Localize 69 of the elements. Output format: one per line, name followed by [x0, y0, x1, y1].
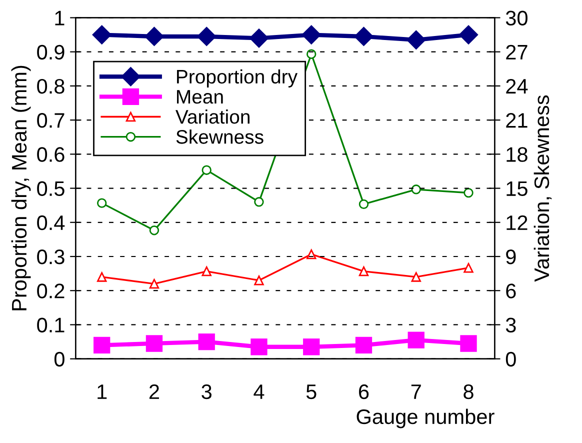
- point: [254, 276, 264, 286]
- legend-label: Mean: [177, 90, 223, 104]
- point: [202, 165, 212, 175]
- y-tick-label: 0.3: [37, 250, 64, 264]
- point: [358, 199, 369, 210]
- y2-tick-label: 3: [506, 318, 516, 332]
- point: [411, 184, 421, 194]
- point: [354, 26, 374, 46]
- y-tick-label: 0.5: [37, 181, 64, 196]
- y2-tick-label: 0: [506, 352, 516, 367]
- point: [92, 25, 112, 44]
- point: [198, 333, 215, 350]
- x-tick-label: 5: [306, 384, 316, 400]
- point: [460, 335, 477, 352]
- point: [408, 332, 424, 348]
- x-axis-title: Gauge number: [356, 408, 494, 428]
- legend-label: Skewness: [176, 130, 264, 144]
- point: [149, 278, 160, 289]
- y2-tick-label: 6: [506, 284, 516, 298]
- legend-label: Variation: [176, 109, 250, 124]
- x-tick-label: 1: [98, 384, 107, 399]
- point: [302, 25, 321, 44]
- point: [358, 266, 369, 276]
- y-tick-label: 0.4: [37, 215, 65, 230]
- point: [250, 338, 268, 356]
- point: [464, 263, 474, 273]
- point: [146, 335, 163, 352]
- point: [306, 249, 316, 260]
- point: [249, 28, 269, 48]
- y2-tick-label: 21: [506, 113, 528, 128]
- y2-tick-label: 27: [506, 44, 528, 60]
- y-tick-label: 0: [54, 352, 64, 367]
- point: [464, 188, 474, 198]
- point: [254, 197, 264, 207]
- point: [149, 225, 160, 236]
- y-axis-title: Proportion dry, Mean (mm): [11, 66, 31, 310]
- x-tick-label: 2: [149, 384, 159, 399]
- y-tick-label: 0.8: [37, 78, 64, 94]
- y-tick-label: 0.2: [37, 284, 64, 298]
- point: [197, 26, 216, 46]
- legend-label: Proportion dry: [177, 69, 298, 88]
- y2-axis-title: Variation, Skewness: [534, 95, 552, 282]
- y-tick-label: 0.1: [37, 318, 64, 332]
- point: [96, 198, 107, 208]
- x-tick-label: 8: [464, 384, 474, 400]
- point: [96, 272, 107, 282]
- x-tick-label: 3: [202, 384, 212, 400]
- y-tick-label: 0.9: [37, 44, 64, 60]
- y2-tick-label: 18: [506, 147, 528, 162]
- point: [144, 26, 164, 46]
- y2-tick-label: 24: [506, 78, 528, 94]
- point: [202, 266, 212, 276]
- point: [458, 25, 478, 44]
- y2-tick-label: 30: [506, 10, 528, 26]
- point: [355, 336, 372, 354]
- point: [406, 30, 426, 50]
- point: [303, 338, 320, 356]
- point: [94, 336, 110, 354]
- point: [411, 272, 421, 282]
- y-tick-label: 1: [55, 10, 64, 26]
- x-tick-label: 4: [254, 384, 264, 399]
- y-tick-label: 0.7: [37, 113, 64, 128]
- x-tick-label: 6: [359, 384, 369, 400]
- y-tick-label: 0.6: [37, 147, 64, 162]
- y2-tick-label: 9: [506, 250, 516, 264]
- point: [306, 49, 316, 59]
- x-tick-label: 7: [411, 384, 421, 399]
- y2-tick-label: 15: [506, 181, 528, 196]
- y2-tick-label: 12: [506, 215, 528, 230]
